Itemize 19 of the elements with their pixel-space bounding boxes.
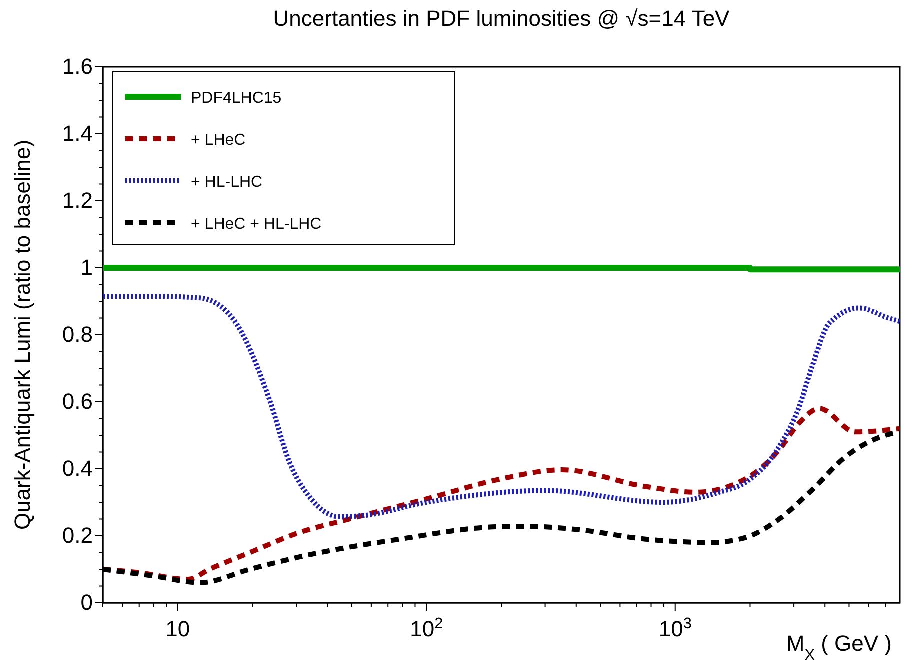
x-tick-label: 10$^{2}$ [410,615,444,642]
legend-label: + HL-LHC [191,174,263,191]
y-tick-label: 0.6 [62,389,93,414]
y-tick-label: 0 [80,590,93,616]
y-tick-label: 0.4 [62,456,93,482]
y-tick-label: 1.2 [62,188,93,214]
legend-label: + LHeC [191,132,246,149]
x-tick-label: 10 [166,616,190,642]
y-tick-label: 1 [80,255,93,280]
y-tick-label: 1.4 [62,121,93,146]
x-tick-label: 10$^{3}$ [658,615,692,642]
y-tick-label: 0.8 [62,322,93,348]
y-tick-label: 1.6 [62,54,93,80]
y-axis-title: Quark-Antiquark Lumi (ratio to baseline) [10,140,35,530]
legend-label: + LHeC + HL-LHC [191,216,322,233]
chart-title: Uncertanties in PDF luminosities @ √s=14 TeV [273,6,730,31]
legend-label: PDF4LHC15 [191,90,282,107]
x-axis-title: M$_{X}$ ( GeV ) [786,631,892,663]
y-tick-label: 0.2 [62,523,93,548]
